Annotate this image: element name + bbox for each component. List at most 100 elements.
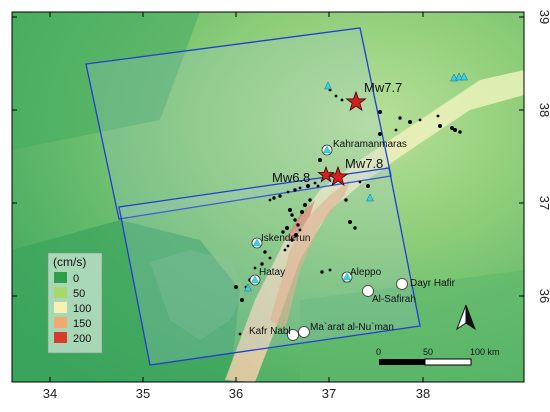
aftershock-dot bbox=[234, 285, 238, 289]
aftershock-dot bbox=[272, 196, 276, 200]
city-maarat-al-numan: Ma`arat al-Nu`man bbox=[298, 321, 394, 338]
aftershock-dot bbox=[238, 332, 242, 336]
aftershock-dot bbox=[293, 218, 297, 222]
map-frame bbox=[11, 11, 525, 383]
y-tick-label: 37 bbox=[537, 196, 550, 210]
scale-label-50: 50 bbox=[423, 347, 433, 357]
aftershock-dot bbox=[290, 238, 294, 242]
footprint-south bbox=[118, 167, 421, 366]
city-label: Ma`arat al-Nu`man bbox=[310, 321, 394, 333]
scale-segment-black bbox=[379, 359, 425, 365]
aftershock-dot bbox=[240, 298, 244, 302]
city-label: Kafr Nabl bbox=[249, 326, 291, 337]
aftershock-dot bbox=[268, 256, 272, 260]
aftershock-dot bbox=[328, 88, 332, 92]
aftershock-dot bbox=[290, 213, 294, 217]
axis-ticks: 34 35 36 37 38 36 37 38 39 bbox=[12, 10, 550, 401]
legend-swatch bbox=[54, 317, 67, 328]
aftershock-dot bbox=[313, 181, 317, 185]
star-icon bbox=[317, 165, 335, 183]
city-kahramanmaras: Kahramanmaras bbox=[321, 139, 407, 156]
aftershock-dot bbox=[320, 270, 324, 274]
legend-label: 200 bbox=[73, 333, 91, 345]
triangle-icon bbox=[460, 72, 468, 81]
x-tick-label: 35 bbox=[136, 386, 150, 401]
scale-label-0: 0 bbox=[376, 347, 381, 357]
city-kafr-nabl: Kafr Nabl bbox=[249, 326, 299, 341]
x-tick-label: 36 bbox=[229, 386, 243, 401]
aftershock-dot bbox=[353, 226, 357, 230]
aftershock-dot bbox=[453, 128, 457, 132]
aftershock-dot bbox=[340, 98, 344, 102]
aftershock-dot bbox=[286, 244, 290, 248]
aftershock-dots bbox=[234, 88, 462, 336]
aftershock-dot bbox=[278, 194, 282, 198]
aftershock-dot bbox=[328, 268, 332, 272]
aftershock-dot bbox=[366, 184, 370, 188]
velocity-peak bbox=[285, 200, 315, 240]
aftershock-dot bbox=[285, 226, 289, 230]
triangle-icon bbox=[324, 81, 332, 90]
aftershock-dot bbox=[436, 114, 440, 118]
aftershock-dot bbox=[303, 203, 307, 207]
y-tick-label: 36 bbox=[537, 289, 550, 303]
city-icon bbox=[287, 329, 299, 341]
city-dayr-hafir: Dayr Hafir bbox=[396, 278, 456, 290]
scale-segment-white bbox=[424, 358, 472, 366]
legend-items: 0 50 100 150 200 bbox=[54, 272, 91, 345]
legend-swatch bbox=[54, 287, 67, 298]
city-label: Aleppo bbox=[350, 267, 382, 278]
aftershock-dot bbox=[450, 126, 454, 130]
city-aleppo: Aleppo bbox=[341, 267, 382, 283]
legend-title: (cm/s) bbox=[53, 255, 86, 269]
legend-swatch bbox=[54, 332, 67, 343]
epicenter-mw7-7: Mw7.7 bbox=[345, 80, 402, 112]
aftershock-dot bbox=[438, 124, 442, 128]
legend-swatch bbox=[54, 272, 67, 283]
aftershock-dot bbox=[253, 266, 257, 270]
city-icon bbox=[396, 278, 408, 290]
lake-area bbox=[150, 250, 245, 340]
aftershock-dot bbox=[298, 228, 302, 232]
aftershock-dot bbox=[296, 223, 300, 227]
aftershock-dot bbox=[293, 188, 297, 192]
star-icon bbox=[345, 90, 367, 112]
aftershock-dot bbox=[358, 180, 362, 184]
city-hatay: Hatay bbox=[249, 267, 285, 286]
aftershock-dot bbox=[281, 230, 285, 234]
aftershock-dot bbox=[260, 262, 264, 266]
city-label: Al-Safirah bbox=[372, 294, 416, 305]
city-icon bbox=[298, 326, 310, 338]
legend-label: 0 bbox=[73, 273, 79, 285]
city-label: Kahramanmaras bbox=[333, 139, 407, 150]
city-label: Hatay bbox=[259, 267, 285, 278]
triangle-icon bbox=[250, 275, 260, 284]
aftershock-dot bbox=[300, 210, 304, 214]
aftershock-dot bbox=[378, 110, 382, 114]
legend-label: 150 bbox=[73, 318, 91, 330]
legend-label: 100 bbox=[73, 303, 91, 315]
aftershock-dot bbox=[316, 184, 320, 188]
aftershock-dot bbox=[398, 116, 402, 120]
quake-label: Mw7.7 bbox=[364, 80, 402, 95]
aftershock-dot bbox=[268, 198, 272, 202]
x-tick-label: 34 bbox=[43, 386, 57, 401]
aftershock-dot bbox=[263, 250, 267, 254]
map-area bbox=[12, 12, 524, 382]
x-tick-label: 37 bbox=[322, 386, 336, 401]
quake-label: Mw6.8 bbox=[272, 170, 310, 185]
triangle-icon bbox=[342, 272, 352, 281]
aftershock-dot bbox=[408, 120, 412, 124]
triangle-icon bbox=[244, 283, 252, 292]
lowland-south bbox=[300, 270, 524, 382]
aftershock-dot bbox=[306, 184, 310, 188]
aftershock-dot bbox=[418, 118, 422, 122]
aftershock-dot bbox=[378, 132, 382, 136]
legend-label: 50 bbox=[73, 288, 85, 300]
scale-label-100: 100 km bbox=[470, 347, 500, 357]
aftershock-dot bbox=[458, 130, 462, 134]
north-arrow-icon bbox=[455, 304, 477, 331]
aftershock-dot bbox=[334, 94, 338, 98]
